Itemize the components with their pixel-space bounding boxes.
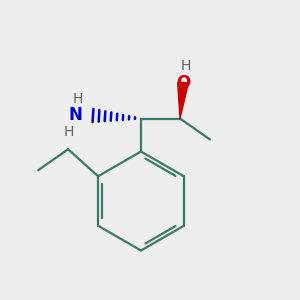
Text: H: H (64, 125, 74, 139)
Polygon shape (178, 82, 188, 118)
Text: H: H (73, 92, 83, 106)
Text: H: H (181, 59, 191, 73)
Text: N: N (68, 106, 82, 124)
Text: O: O (176, 74, 190, 92)
